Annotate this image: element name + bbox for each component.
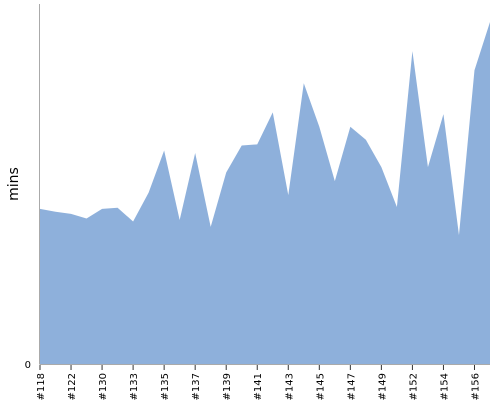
x-tick-label: #147 [346, 373, 357, 400]
x-tick-label: #139 [222, 373, 233, 400]
x-tick-label: #122 [67, 373, 78, 400]
axes-layer [39, 4, 490, 365]
x-tick-label: #154 [439, 373, 450, 400]
x-tick-label: #152 [408, 373, 419, 400]
area-layer [40, 22, 490, 364]
x-tick-label: #145 [315, 373, 326, 400]
x-tick-label: #149 [377, 373, 388, 400]
x-tick-label: #130 [98, 373, 109, 400]
x-tick-label: #135 [160, 373, 171, 400]
x-tick-label: #118 [36, 373, 47, 400]
area-series-fill [40, 22, 490, 364]
x-tick-label: #156 [470, 373, 481, 400]
x-tick-label: #137 [191, 373, 202, 400]
x-tick-label: #141 [253, 373, 264, 400]
x-tick-label: #133 [129, 373, 140, 400]
y-tick-label: 0 [25, 360, 31, 371]
labels-layer: mins 0 [6, 167, 31, 371]
x-ticks-layer: #118 #122 #130 #133 #135 #137 #139 #141 #143 #145… [36, 365, 481, 400]
y-axis-title: mins [6, 167, 22, 201]
x-tick-label: #143 [284, 373, 295, 400]
